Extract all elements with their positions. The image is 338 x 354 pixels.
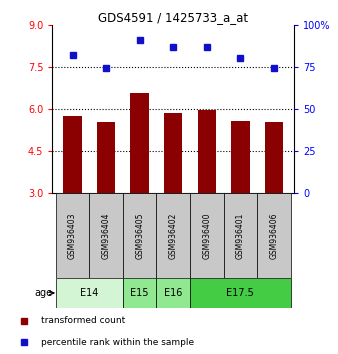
Text: GSM936402: GSM936402 [169,212,178,259]
Bar [190,278,291,308]
Bar [156,193,190,278]
Title: GDS4591 / 1425733_a_at: GDS4591 / 1425733_a_at [98,11,248,24]
Bar [164,113,183,193]
Text: GSM936404: GSM936404 [102,212,111,259]
Text: GSM936400: GSM936400 [202,212,211,259]
Bar [197,110,216,193]
Text: E16: E16 [164,288,183,298]
Text: transformed count: transformed count [41,316,125,325]
Text: percentile rank within the sample: percentile rank within the sample [41,338,194,347]
Bar [89,193,123,278]
Text: age: age [34,288,52,298]
Bar [97,122,115,193]
Text: E14: E14 [80,288,98,298]
Bar [123,278,156,308]
Bar [56,193,89,278]
Text: GSM936406: GSM936406 [269,212,279,259]
Text: GSM936405: GSM936405 [135,212,144,259]
Bar [63,116,82,193]
Text: E17.5: E17.5 [226,288,254,298]
Bar [130,93,149,193]
Bar [223,193,257,278]
Bar [265,122,283,193]
Bar [123,193,156,278]
Bar [257,193,291,278]
Text: GSM936401: GSM936401 [236,212,245,259]
Bar [231,121,249,193]
Text: GSM936403: GSM936403 [68,212,77,259]
Bar [56,278,123,308]
Text: E15: E15 [130,288,149,298]
Bar [190,193,223,278]
Bar [156,278,190,308]
